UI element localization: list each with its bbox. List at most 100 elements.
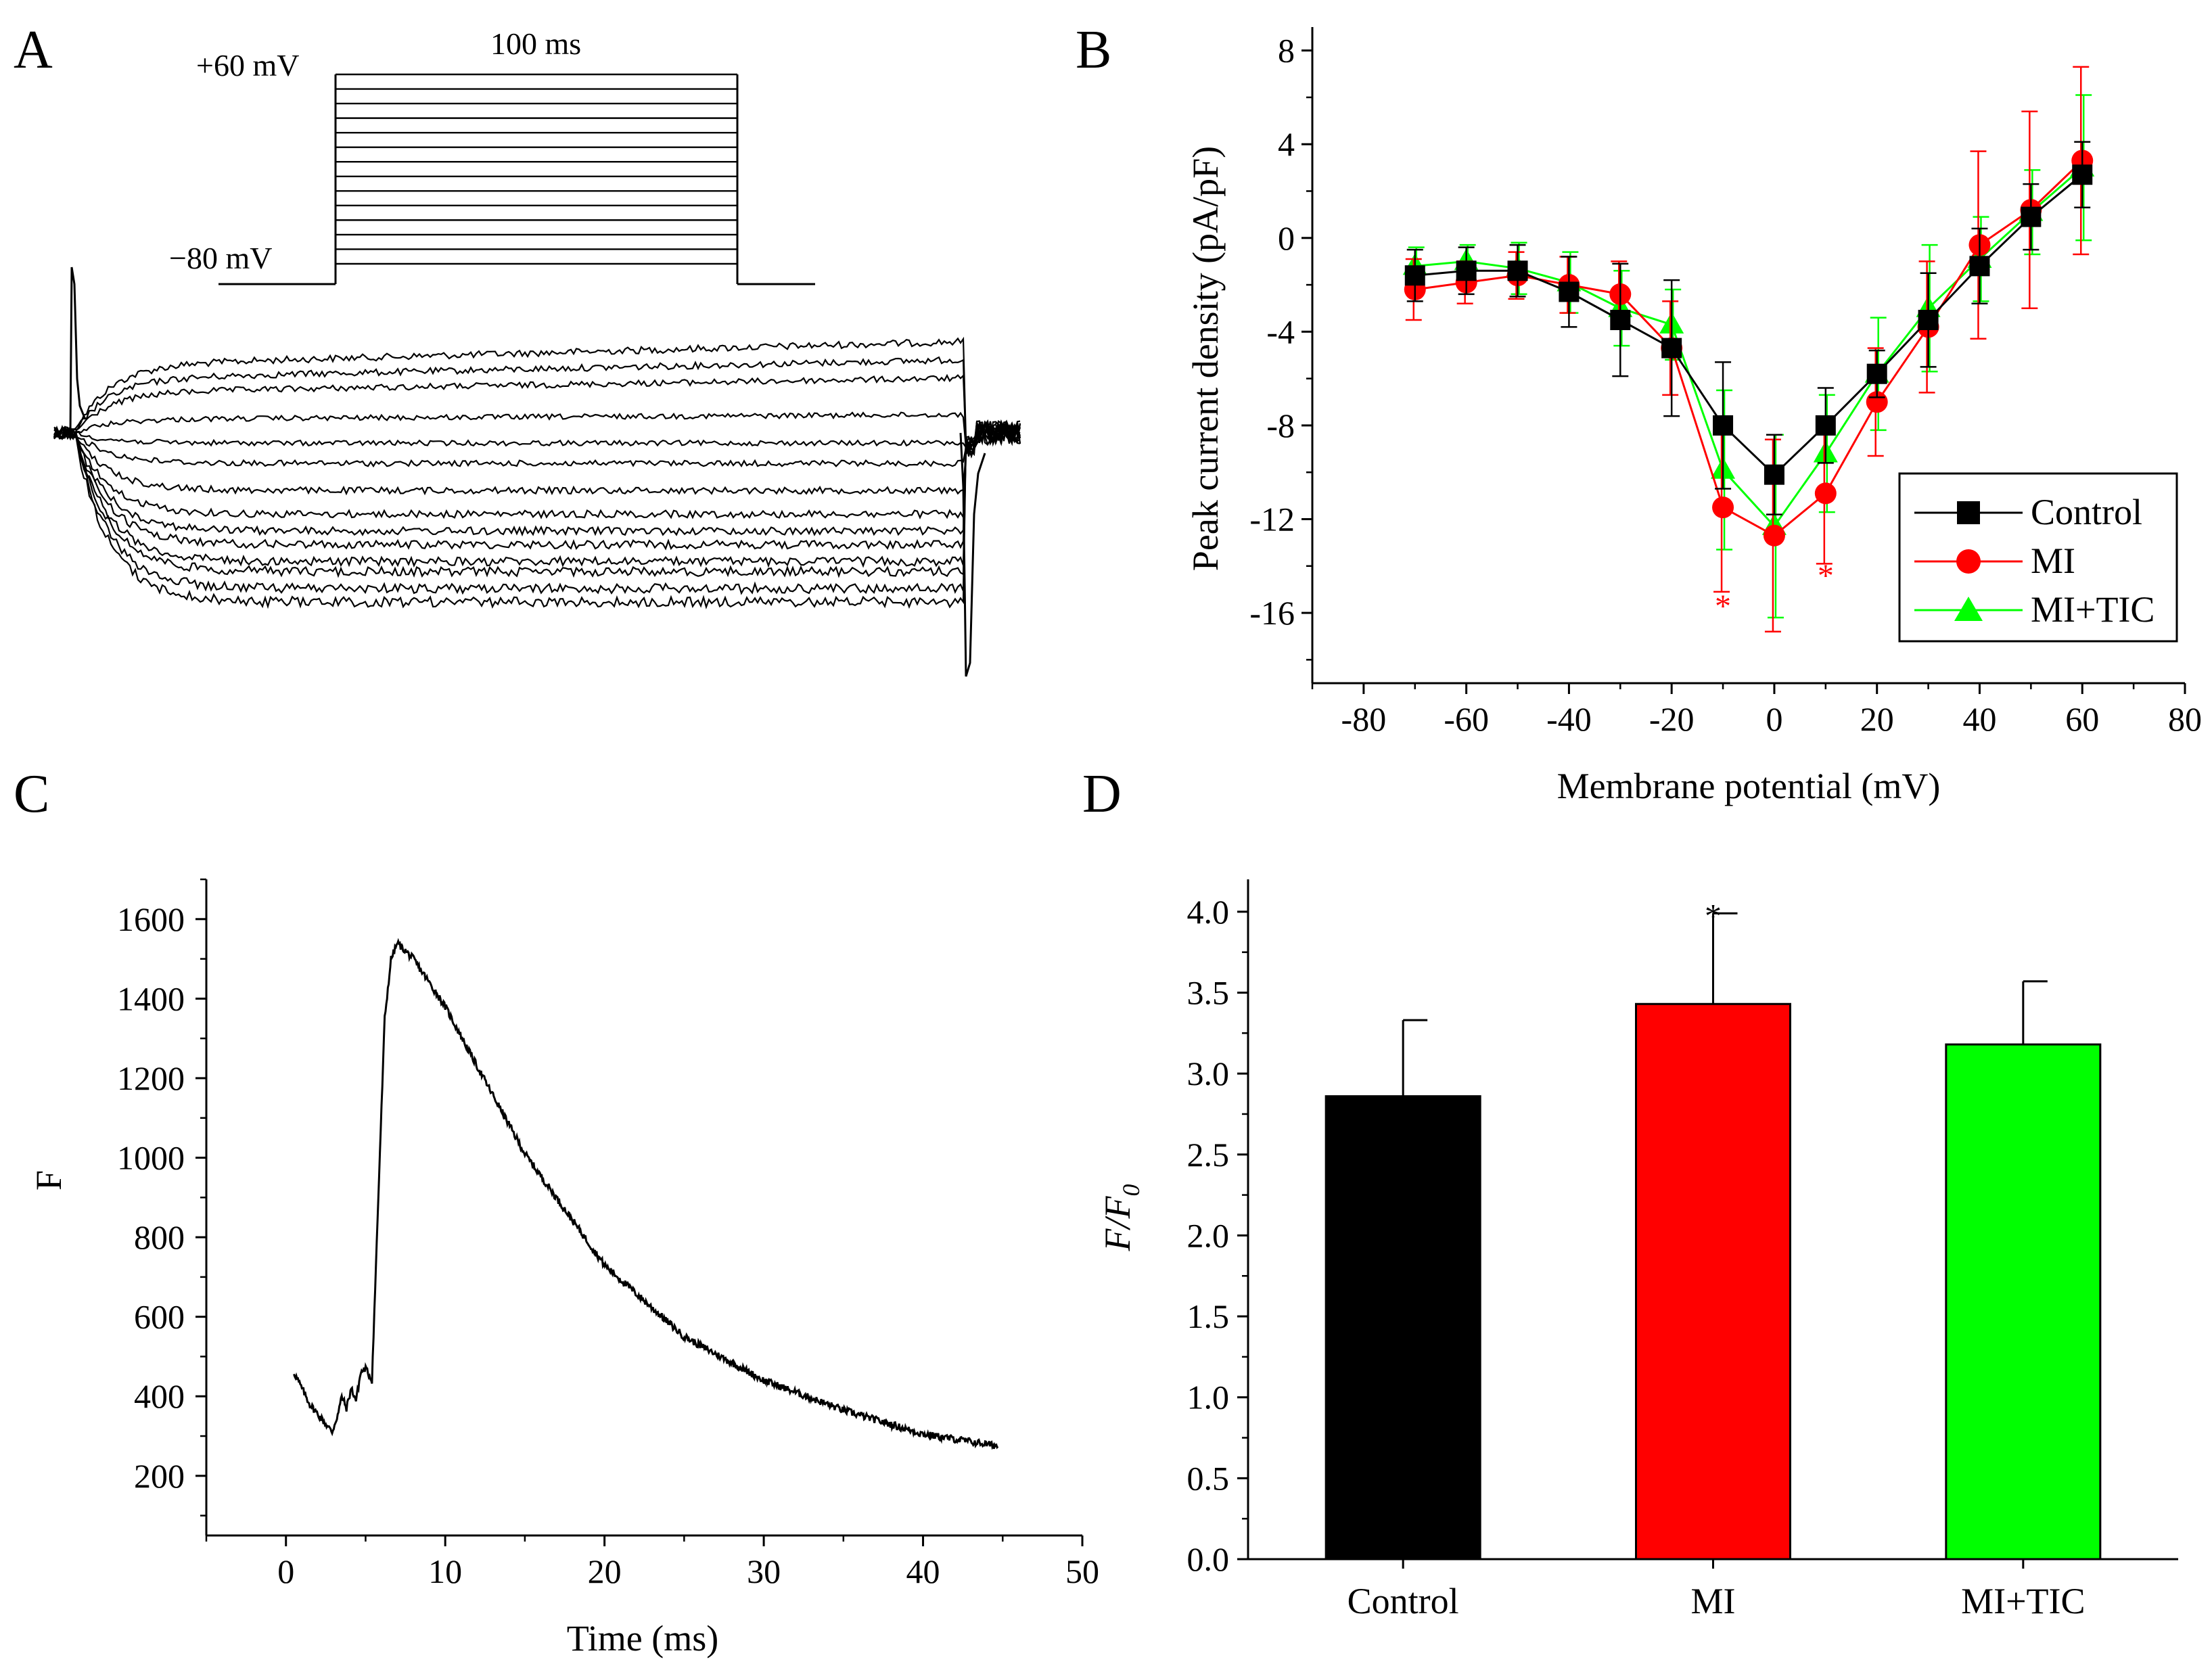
iv-point [1764, 464, 1784, 485]
iv-point [1866, 363, 1887, 384]
iv-x-tick-label: 0 [1766, 700, 1782, 738]
ratio-y-tick-label: 1.0 [1187, 1379, 1230, 1416]
ratio-bar [1324, 1095, 1481, 1561]
iv-point [1559, 281, 1580, 302]
panel-a: A +60 mV −80 mV 100 ms [14, 20, 1021, 677]
ratio-plot: * [1324, 897, 2102, 1561]
current-trace [53, 411, 1021, 453]
fluorescence-y-tick-label: 1200 [117, 1059, 185, 1097]
legend-label-mi: MI [2031, 540, 2075, 581]
fluorescence-x-tick-label: 50 [1065, 1552, 1099, 1590]
ratio-y-tick-label: 3.0 [1187, 1055, 1230, 1092]
capacitive-spike-on [69, 267, 87, 434]
iv-point [1918, 310, 1939, 331]
iv-point [1814, 482, 1837, 505]
iv-x-axis-label: Membrane potential (mV) [1557, 766, 1941, 806]
voltage-protocol [218, 73, 815, 285]
legend-label-mi-tic: MI+TIC [2031, 589, 2155, 630]
iv-significance-marker: * [1715, 588, 1731, 624]
fluorescence-y-tick-label: 1000 [117, 1139, 185, 1177]
ratio-bar [1635, 1002, 1791, 1561]
ratio-category-label: MI [1691, 1581, 1736, 1621]
legend-marker-control [1957, 501, 1980, 524]
iv-point [1610, 310, 1631, 331]
iv-significance-marker: * [1818, 558, 1834, 594]
current-trace [53, 421, 1021, 609]
panel-c: C 0 10 20 30 40 50 200 400 600 800 1000 1200 1400 160… [14, 764, 1099, 1659]
iv-point [1815, 415, 1836, 436]
fluorescence-x-tick-label: 40 [906, 1552, 940, 1590]
iv-point [2021, 206, 2042, 227]
iv-point [1712, 496, 1734, 519]
iv-x-tick-label: -40 [1546, 700, 1592, 738]
ratio-y-tick-label: 3.5 [1187, 974, 1230, 1012]
iv-x-tick-label: -80 [1341, 700, 1387, 738]
current-trace [53, 421, 1021, 496]
iv-x-tick-label: 80 [2168, 700, 2202, 738]
fluorescence-y-tick-label: 1600 [117, 900, 185, 938]
iv-point [2072, 164, 2093, 185]
current-trace [53, 423, 1021, 578]
protocol-duration-label: 100 ms [490, 26, 581, 61]
legend-label-control: Control [2031, 492, 2142, 532]
panel-d: D 0.0 0.5 1.0 1.5 2.0 2.5 3.0 3.5 4.0 Control MI MI… [1082, 764, 2178, 1621]
iv-x-tick-label: 40 [1962, 700, 1996, 738]
ratio-y-tick-label: 4.0 [1187, 893, 1230, 931]
iv-legend-box [1898, 472, 2178, 643]
iv-x-tick-label: -60 [1444, 700, 1489, 738]
ratio-y-axis-label: F/F0 [1097, 1184, 1145, 1252]
iv-point [1713, 415, 1734, 436]
capacitive-spike-off [959, 432, 986, 677]
ratio-y-tick-label: 1.5 [1187, 1297, 1230, 1335]
panel-a-letter: A [14, 20, 53, 80]
iv-point [1456, 260, 1477, 281]
ratio-category-label: Control [1347, 1581, 1459, 1621]
current-trace [53, 419, 1021, 449]
protocol-top-label: +60 mV [196, 48, 299, 83]
fluorescence-y-axis-label: F [28, 1170, 69, 1191]
ratio-y-tick-label: 0.5 [1187, 1459, 1230, 1497]
ratio-significance-marker: * [1705, 897, 1722, 935]
ratio-y-tick-label: 2.0 [1187, 1216, 1230, 1254]
ratio-y-tick-label: 2.5 [1187, 1136, 1230, 1174]
current-trace [53, 419, 1021, 468]
iv-y-tick-label: 4 [1278, 125, 1295, 163]
fluorescence-x-tick-label: 10 [428, 1552, 462, 1590]
iv-point [1969, 256, 1990, 277]
ratio-category-label: MI+TIC [1961, 1581, 2085, 1621]
fluorescence-x-tick-label: 0 [277, 1552, 294, 1590]
current-trace [53, 336, 1021, 457]
legend-marker-mi [1956, 549, 1981, 574]
fluorescence-axes: 0 10 20 30 40 50 200 400 600 800 1000 1200 1400 1600 [117, 878, 1099, 1590]
fluorescence-y-tick-label: 1400 [117, 979, 185, 1017]
fluorescence-y-tick-label: 400 [134, 1377, 185, 1415]
fluorescence-x-tick-label: 20 [588, 1552, 622, 1590]
iv-series-control [1404, 141, 2093, 515]
iv-point [1763, 524, 1785, 547]
iv-x-tick-label: 60 [2065, 700, 2099, 738]
protocol-bottom-label: −80 mV [169, 241, 272, 275]
iv-legend: Control MI MI+TIC [1898, 472, 2178, 643]
fluorescence-trace [293, 938, 999, 1450]
iv-plot: ** [1402, 66, 2095, 633]
panel-c-letter: C [14, 764, 49, 824]
panel-d-letter: D [1082, 764, 1122, 824]
iv-y-tick-label: -4 [1266, 313, 1295, 350]
legend-marker-mi-tic [1954, 597, 1983, 621]
ratio-y-tick-label: 0.0 [1187, 1540, 1230, 1578]
fluorescence-x-tick-label: 30 [747, 1552, 781, 1590]
ratio-bar [1945, 1043, 2102, 1561]
iv-y-tick-label: -8 [1266, 407, 1295, 444]
current-trace [53, 356, 1021, 457]
current-trace [53, 423, 1021, 537]
current-trace [53, 421, 1021, 551]
current-trace [53, 419, 1021, 595]
iv-y-tick-label: -16 [1249, 594, 1295, 632]
current-traces [53, 267, 1021, 677]
current-trace [53, 421, 1021, 520]
fluorescence-y-tick-label: 800 [134, 1218, 185, 1256]
fluorescence-y-tick-label: 200 [134, 1457, 185, 1495]
